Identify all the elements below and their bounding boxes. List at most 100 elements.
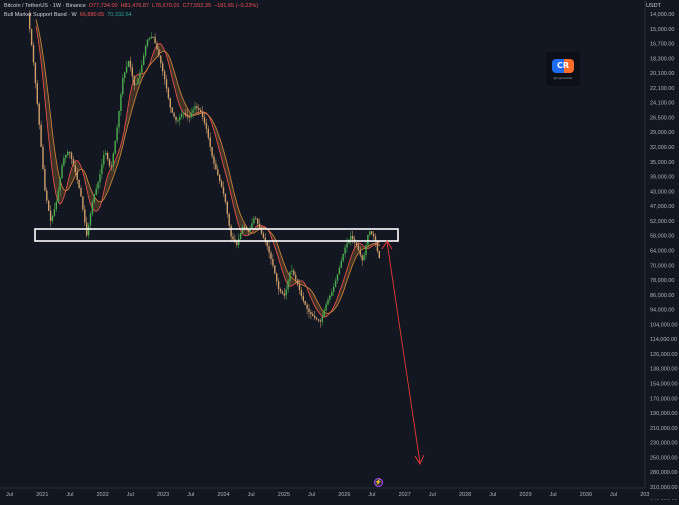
candle-body [48, 201, 49, 211]
time-tick-label: 2026 [338, 492, 350, 498]
support-zone-rectangle[interactable] [35, 229, 398, 241]
candle-body [132, 67, 133, 76]
candle-body [242, 227, 243, 233]
candle-body [350, 236, 351, 240]
candle-body [149, 38, 150, 39]
price-tick-label: 43,000.00 [650, 189, 674, 195]
candle-body [198, 108, 199, 110]
price-tick-label: 16,700.00 [650, 42, 674, 48]
candle-body [42, 147, 43, 169]
candle-body [137, 78, 138, 84]
currency-unit-label[interactable]: USDT [646, 3, 661, 9]
indicator-value-1: 66,880.65 [80, 11, 104, 20]
candle-body [324, 311, 325, 317]
low-value: L76,670.01 [152, 2, 180, 11]
candle-body [46, 191, 47, 201]
candle-body [223, 187, 224, 193]
candle-body [270, 253, 271, 259]
candle-body [173, 113, 174, 117]
candle-body [80, 188, 81, 196]
price-tick-label: 29,000.00 [650, 130, 674, 136]
candle-body [94, 195, 95, 202]
candle-body [181, 114, 182, 117]
price-tick-label: 210,000.00 [650, 426, 678, 432]
candle-body [59, 178, 60, 191]
symbol-label[interactable]: Bitcoin / TetherUS · 1W · Binance [4, 2, 86, 11]
candle-body [310, 312, 311, 314]
indicator-label[interactable]: Bull Market Support Band · W [4, 11, 77, 20]
candle-body [103, 155, 104, 165]
candle-body [331, 292, 332, 296]
projection-arrow[interactable] [382, 241, 424, 464]
candle-body [75, 165, 76, 172]
candle-body [126, 67, 127, 73]
price-tick-label: 22,100.00 [650, 86, 674, 92]
time-tick-label: Jul [368, 492, 375, 498]
candle-body [96, 189, 97, 195]
candle-body [221, 181, 222, 187]
candle-body [322, 317, 323, 322]
indicator-row[interactable]: Bull Market Support Band · W 66,880.65 7… [4, 11, 258, 20]
candle-body [343, 254, 344, 261]
price-tick-label: 114,000.00 [650, 337, 677, 343]
price-tick-label: 280,000.00 [650, 470, 678, 476]
candle-body [373, 234, 374, 237]
candle-body [183, 113, 184, 114]
candle-body [337, 274, 338, 280]
candle-body [291, 271, 292, 272]
candle-body [267, 242, 268, 247]
candle-body [191, 113, 192, 117]
price-tick-label: 154,000.00 [650, 382, 678, 388]
logo-icon: CR [552, 59, 574, 73]
time-tick-label: 2028 [459, 492, 471, 498]
candle-body [367, 235, 368, 245]
change-value: −181.65 (−0.23%) [214, 2, 258, 11]
time-tick-label: Jul [610, 492, 617, 498]
candle-body [115, 141, 116, 154]
candle-body [213, 157, 214, 164]
candle-body [109, 159, 110, 165]
candle-body [210, 138, 211, 148]
candle-body [227, 202, 228, 214]
candle-body [145, 46, 146, 56]
candle-body [135, 84, 136, 85]
candle-body [303, 296, 304, 301]
candle-body [333, 287, 334, 292]
candle-body [306, 305, 307, 309]
candle-body [52, 216, 53, 221]
high-value: H81,476.87 [121, 2, 149, 11]
candle-body [318, 319, 319, 320]
time-tick-label: Jul [66, 492, 73, 498]
candle-body [107, 153, 108, 159]
candle-body [293, 271, 294, 275]
candle-body [225, 194, 226, 202]
time-tick-label: 203 [640, 492, 649, 498]
symbol-row[interactable]: Bitcoin / TetherUS · 1W · Binance O77,73… [4, 2, 258, 11]
candle-body [202, 112, 203, 118]
candle-body [73, 159, 74, 165]
price-axis[interactable]: 14,000.0015,000.0016,700.0018,300.0020,1… [650, 12, 678, 500]
time-tick-label: 2029 [519, 492, 531, 498]
candle-body [185, 113, 186, 115]
time-tick-label: Jul [550, 492, 557, 498]
candle-body [113, 153, 114, 166]
candle-body [158, 49, 159, 55]
time-tick-label: 2030 [580, 492, 592, 498]
candle-body [365, 245, 366, 255]
candle-body [78, 180, 79, 188]
scroll-to-realtime-button[interactable]: ⚡ [374, 478, 383, 487]
candle-body [166, 79, 167, 88]
candle-body [44, 169, 45, 191]
price-tick-label: 58,000.00 [650, 234, 674, 240]
candle-body [377, 242, 378, 252]
candle-body [211, 147, 212, 157]
time-tick-label: Jul [187, 492, 194, 498]
candle-body [101, 165, 102, 175]
time-tick-label: Jul [127, 492, 134, 498]
price-tick-label: 250,000.00 [650, 455, 678, 461]
candle-body [187, 115, 188, 117]
price-tick-label: 14,000.00 [650, 12, 674, 18]
candle-body [295, 275, 296, 279]
